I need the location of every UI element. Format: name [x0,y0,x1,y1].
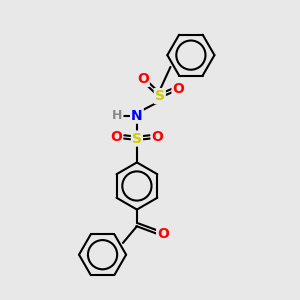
Text: S: S [132,131,142,146]
Text: H: H [112,109,122,122]
Text: O: O [137,72,149,86]
Text: O: O [172,82,184,97]
Text: O: O [157,227,169,241]
Text: O: O [152,130,164,144]
Text: S: S [155,89,165,103]
Text: O: O [110,130,122,144]
Text: N: N [131,109,143,123]
